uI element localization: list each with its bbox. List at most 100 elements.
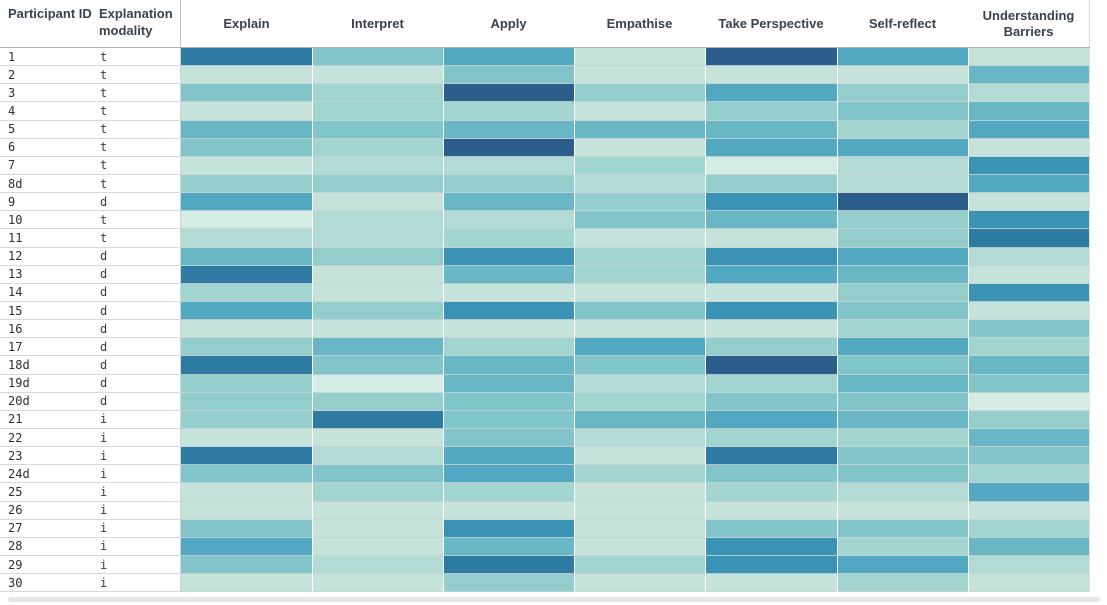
participant-id-label[interactable]: 15 bbox=[0, 302, 94, 321]
heatmap-cell[interactable] bbox=[705, 229, 837, 248]
heatmap-cell[interactable] bbox=[181, 338, 312, 357]
heatmap-cell[interactable] bbox=[837, 66, 968, 85]
heatmap-cell[interactable] bbox=[574, 356, 705, 375]
heatmap-cell[interactable] bbox=[181, 211, 312, 230]
participant-id-label[interactable]: 23 bbox=[0, 447, 94, 466]
heatmap-cell[interactable] bbox=[181, 84, 312, 103]
heatmap-cell[interactable] bbox=[443, 174, 574, 194]
heatmap-cell[interactable] bbox=[312, 229, 443, 248]
heatmap-cell[interactable] bbox=[705, 574, 837, 593]
modality-label[interactable]: d bbox=[93, 393, 180, 411]
heatmap-cell[interactable] bbox=[443, 501, 574, 520]
heatmap-cell[interactable] bbox=[443, 537, 574, 556]
modality-label[interactable]: d bbox=[93, 320, 180, 339]
heatmap-cell[interactable] bbox=[705, 320, 837, 339]
heatmap-cell[interactable] bbox=[705, 211, 837, 230]
heatmap-cell[interactable] bbox=[837, 428, 968, 448]
heatmap-cell[interactable] bbox=[443, 483, 574, 502]
modality-label[interactable]: d bbox=[93, 302, 180, 321]
heatmap-cell[interactable] bbox=[181, 465, 312, 484]
heatmap-cell[interactable] bbox=[837, 138, 968, 157]
participant-id-label[interactable]: 2 bbox=[0, 66, 94, 85]
heatmap-cell[interactable] bbox=[705, 392, 837, 411]
heatmap-cell[interactable] bbox=[837, 519, 968, 538]
participant-id-column-header[interactable]: Participant ID bbox=[8, 6, 92, 21]
heatmap-cell[interactable] bbox=[968, 229, 1089, 248]
heatmap-cell[interactable] bbox=[443, 301, 574, 321]
heatmap-cell[interactable] bbox=[443, 465, 574, 484]
column-header-apply[interactable]: Apply bbox=[490, 15, 527, 31]
participant-id-label[interactable]: 29 bbox=[0, 556, 94, 575]
heatmap-cell[interactable] bbox=[574, 501, 705, 520]
modality-label[interactable]: i bbox=[93, 520, 180, 538]
heatmap-cell[interactable] bbox=[312, 392, 443, 411]
heatmap-cell[interactable] bbox=[181, 120, 312, 139]
column-header-empathise[interactable]: Empathise bbox=[606, 15, 673, 31]
modality-label[interactable]: i bbox=[93, 465, 180, 484]
heatmap-cell[interactable] bbox=[312, 174, 443, 194]
heatmap-cell[interactable] bbox=[181, 483, 312, 502]
modality-label[interactable]: d bbox=[93, 375, 180, 393]
heatmap-cell[interactable] bbox=[574, 374, 705, 393]
heatmap-cell[interactable] bbox=[312, 465, 443, 484]
heatmap-cell[interactable] bbox=[312, 193, 443, 212]
modality-label[interactable]: t bbox=[93, 84, 180, 103]
modality-label[interactable]: i bbox=[93, 429, 180, 448]
heatmap-cell[interactable] bbox=[312, 211, 443, 230]
heatmap-cell[interactable] bbox=[705, 537, 837, 556]
heatmap-cell[interactable] bbox=[443, 211, 574, 230]
heatmap-cell[interactable] bbox=[968, 84, 1089, 103]
heatmap-cell[interactable] bbox=[968, 537, 1089, 556]
participant-id-label[interactable]: 27 bbox=[0, 520, 94, 538]
heatmap-cell[interactable] bbox=[837, 265, 968, 284]
heatmap-cell[interactable] bbox=[443, 392, 574, 411]
heatmap-cell[interactable] bbox=[574, 483, 705, 502]
participant-id-label[interactable]: 6 bbox=[0, 139, 94, 157]
heatmap-cell[interactable] bbox=[181, 320, 312, 339]
heatmap-cell[interactable] bbox=[705, 555, 837, 575]
heatmap-cell[interactable] bbox=[837, 574, 968, 593]
heatmap-cell[interactable] bbox=[181, 428, 312, 448]
participant-id-label[interactable]: 18d bbox=[0, 356, 94, 375]
heatmap-cell[interactable] bbox=[181, 501, 312, 520]
modality-label[interactable]: i bbox=[93, 447, 180, 466]
participant-id-label[interactable]: 4 bbox=[0, 102, 94, 121]
modality-label[interactable]: d bbox=[93, 248, 180, 266]
heatmap-cell[interactable] bbox=[837, 555, 968, 575]
heatmap-cell[interactable] bbox=[181, 283, 312, 302]
participant-id-label[interactable]: 16 bbox=[0, 320, 94, 339]
heatmap-cell[interactable] bbox=[968, 338, 1089, 357]
heatmap-cell[interactable] bbox=[312, 501, 443, 520]
heatmap-cell[interactable] bbox=[181, 247, 312, 266]
heatmap-cell[interactable] bbox=[181, 519, 312, 538]
heatmap-cell[interactable] bbox=[443, 138, 574, 157]
participant-id-label[interactable]: 28 bbox=[0, 538, 94, 556]
heatmap-cell[interactable] bbox=[574, 247, 705, 266]
heatmap-cell[interactable] bbox=[705, 120, 837, 139]
heatmap-cell[interactable] bbox=[705, 265, 837, 284]
heatmap-cell[interactable] bbox=[312, 555, 443, 575]
heatmap-cell[interactable] bbox=[443, 555, 574, 575]
heatmap-cell[interactable] bbox=[574, 174, 705, 194]
heatmap-cell[interactable] bbox=[837, 156, 968, 175]
heatmap-cell[interactable] bbox=[968, 283, 1089, 302]
heatmap-cell[interactable] bbox=[837, 537, 968, 556]
heatmap-cell[interactable] bbox=[443, 519, 574, 538]
heatmap-cell[interactable] bbox=[837, 193, 968, 212]
column-header-take-perspective[interactable]: Take Perspective bbox=[718, 15, 824, 31]
column-header-explain[interactable]: Explain bbox=[223, 15, 270, 31]
participant-id-label[interactable]: 11 bbox=[0, 229, 94, 248]
heatmap-cell[interactable] bbox=[968, 483, 1089, 502]
heatmap-cell[interactable] bbox=[837, 211, 968, 230]
heatmap-cell[interactable] bbox=[443, 428, 574, 448]
heatmap-cell[interactable] bbox=[705, 48, 837, 67]
heatmap-cell[interactable] bbox=[705, 156, 837, 175]
heatmap-cell[interactable] bbox=[837, 410, 968, 429]
heatmap-cell[interactable] bbox=[705, 519, 837, 538]
modality-label[interactable]: i bbox=[93, 411, 180, 429]
heatmap-cell[interactable] bbox=[968, 374, 1089, 393]
heatmap-cell[interactable] bbox=[574, 301, 705, 321]
heatmap-cell[interactable] bbox=[312, 283, 443, 302]
heatmap-cell[interactable] bbox=[312, 519, 443, 538]
heatmap-cell[interactable] bbox=[443, 447, 574, 466]
